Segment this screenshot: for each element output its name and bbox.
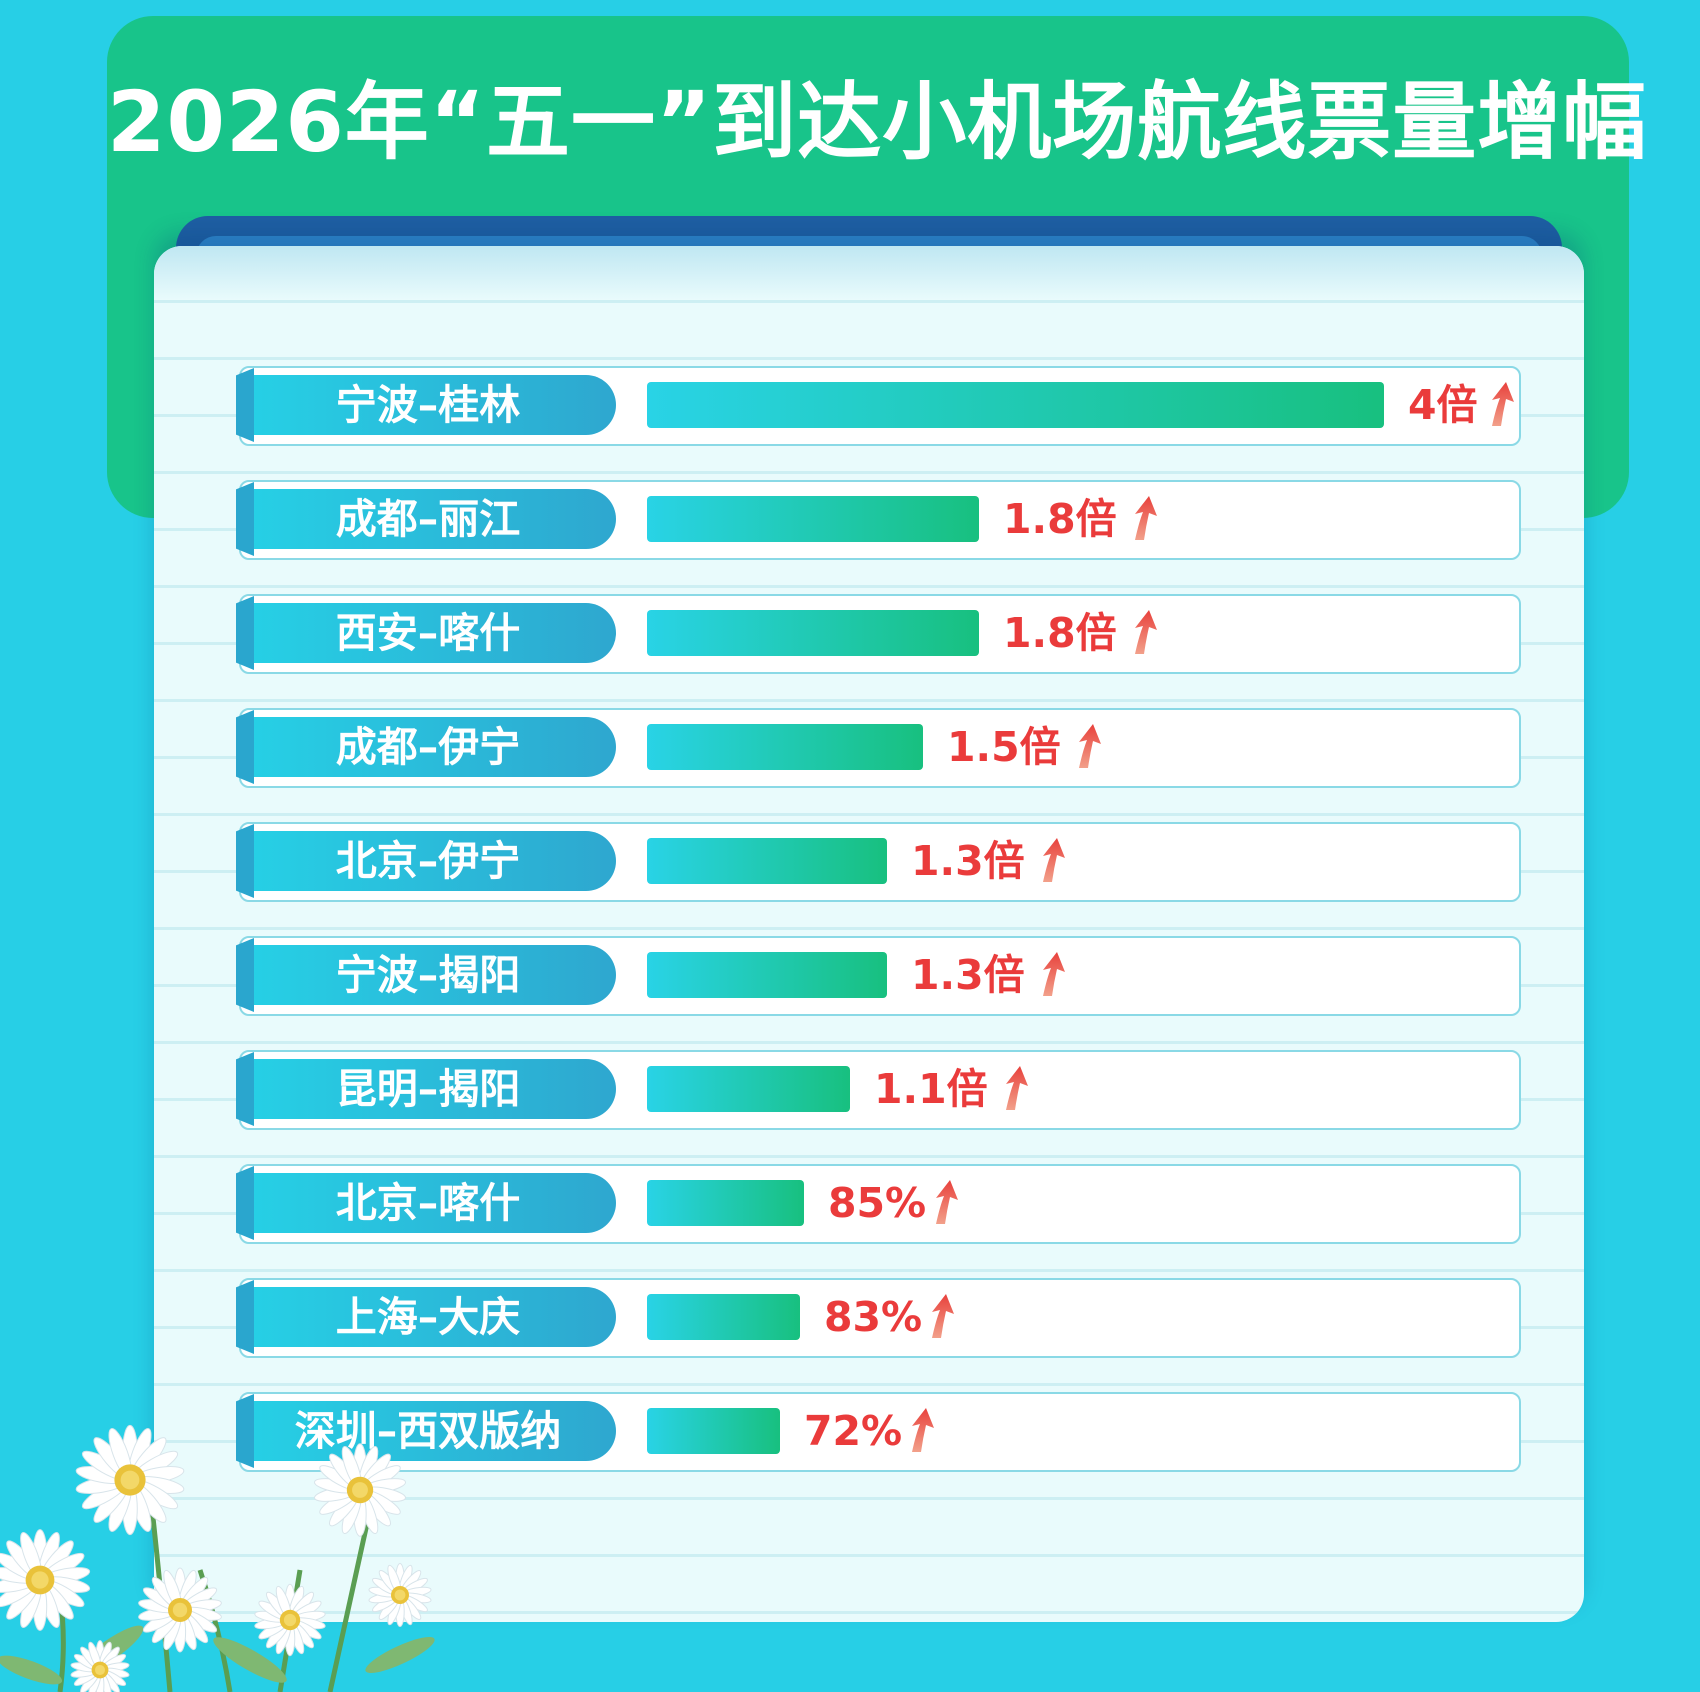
bar bbox=[647, 1180, 804, 1226]
value-label: 1.8倍 bbox=[1003, 495, 1117, 543]
bar bbox=[647, 838, 887, 884]
up-arrow-icon bbox=[912, 1408, 934, 1452]
up-arrow-icon bbox=[1043, 838, 1065, 882]
route-label: 北京–喀什 bbox=[240, 1173, 616, 1233]
value-label: 1.5倍 bbox=[947, 723, 1061, 771]
route-label: 昆明–揭阳 bbox=[240, 1059, 616, 1119]
up-arrow-icon bbox=[1079, 724, 1101, 768]
bar bbox=[647, 1294, 800, 1340]
paper-shadow-lip bbox=[154, 246, 1584, 300]
bar bbox=[647, 1408, 780, 1454]
value-label: 1.3倍 bbox=[911, 951, 1025, 999]
route-label: 成都–丽江 bbox=[240, 489, 616, 549]
daisy-flowers-decoration bbox=[0, 1424, 435, 1692]
route-label: 宁波–桂林 bbox=[240, 375, 616, 435]
route-label: 宁波–揭阳 bbox=[240, 945, 616, 1005]
up-arrow-icon bbox=[1006, 1066, 1028, 1110]
route-label: 西安–喀什 bbox=[240, 603, 616, 663]
up-arrow-icon bbox=[1492, 382, 1514, 426]
bar bbox=[647, 382, 1384, 428]
value-label: 1.8倍 bbox=[1003, 609, 1117, 657]
bar bbox=[647, 724, 923, 770]
value-label: 1.3倍 bbox=[911, 837, 1025, 885]
route-label: 上海–大庆 bbox=[240, 1287, 616, 1347]
value-label: 72% bbox=[804, 1407, 903, 1455]
value-label: 85% bbox=[828, 1179, 927, 1227]
bar bbox=[647, 1066, 850, 1112]
value-label: 1.1倍 bbox=[874, 1065, 988, 1113]
page-title: 2026年“五一”到达小机场航线票量增幅 bbox=[107, 73, 1648, 171]
route-label: 深圳–西双版纳 bbox=[240, 1401, 616, 1461]
up-arrow-icon bbox=[1043, 952, 1065, 996]
up-arrow-icon bbox=[1135, 610, 1157, 654]
bar bbox=[647, 610, 979, 656]
value-label: 4倍 bbox=[1408, 381, 1478, 429]
value-label: 83% bbox=[824, 1293, 923, 1341]
bar bbox=[647, 496, 979, 542]
up-arrow-icon bbox=[932, 1294, 954, 1338]
route-label: 北京–伊宁 bbox=[240, 831, 616, 891]
route-label: 成都–伊宁 bbox=[240, 717, 616, 777]
up-arrow-icon bbox=[936, 1180, 958, 1224]
bar bbox=[647, 952, 887, 998]
up-arrow-icon bbox=[1135, 496, 1157, 540]
